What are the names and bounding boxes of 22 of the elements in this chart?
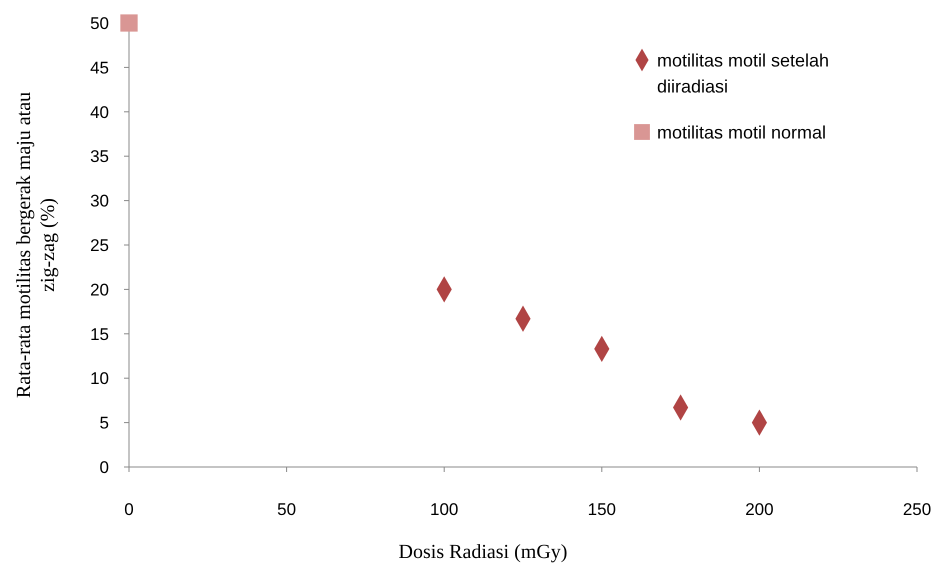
y-tick-label: 10: [90, 369, 109, 388]
y-axis-title: Rata-rata motilitas bergerak maju atau zig-zag (%): [13, 92, 59, 398]
legend-label: motilitas motil normal: [657, 122, 826, 142]
y-tick-label: 0: [100, 458, 109, 477]
y-tick-label: 5: [100, 414, 109, 433]
y-tick-label: 20: [90, 280, 109, 300]
x-tick-label: 250: [902, 500, 932, 519]
x-tick-label: 150: [588, 500, 616, 519]
point: [120, 14, 138, 32]
y-tick-label: 30: [90, 192, 109, 211]
legend-label: motilitas motil setelah diiradiasi: [657, 50, 830, 96]
x-tick-label: 50: [277, 500, 296, 519]
y-tick-label: 15: [90, 324, 109, 344]
y-tick-label: 50: [90, 14, 109, 33]
y-tick-label: 45: [90, 58, 109, 78]
x-tick-label: 0: [124, 500, 134, 519]
x-axis-title: Dosis Radiasi (mGy): [398, 541, 568, 563]
x-tick-label: 200: [745, 500, 774, 519]
y-tick-label: 35: [90, 147, 109, 166]
y-tick-label: 40: [90, 102, 109, 122]
y-tick-label: 25: [90, 236, 109, 255]
x-tick-label: 100: [430, 500, 458, 519]
